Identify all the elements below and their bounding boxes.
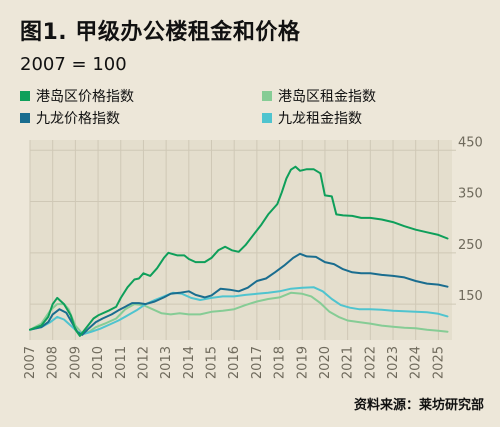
x-tick-label-2018: 2018: [273, 346, 288, 379]
x-tick-label-2008: 2008: [46, 346, 61, 379]
source-note: 资料来源：莱坊研究部: [353, 398, 484, 413]
line-hk-island-price: [29, 165, 449, 337]
x-tick-label-2020: 2020: [318, 346, 333, 379]
x-tick-label-2021: 2021: [341, 346, 356, 379]
legend-swatch-hk-island-rent: [262, 91, 272, 101]
legend-swatch-kowloon-price: [20, 113, 30, 123]
legend-item-hk-island-rent: 港岛区租金指数: [262, 86, 376, 106]
y-tick-label-250: 250: [458, 238, 483, 253]
x-tick-label-2016: 2016: [227, 346, 242, 379]
legend-item-kowloon-price: 九龙价格指数: [20, 108, 120, 128]
legend-label-hk-island-price: 港岛区价格指数: [36, 89, 134, 105]
legend: 港岛区价格指数 港岛区租金指数 九龙价格指数 九龙租金指数: [20, 86, 490, 128]
line-kowloon-rent: [29, 286, 449, 335]
legend-item-kowloon-rent: 九龙租金指数: [262, 108, 362, 128]
legend-label-kowloon-rent: 九龙租金指数: [278, 111, 362, 127]
x-tick-label-2014: 2014: [182, 346, 197, 379]
x-tick-label-2015: 2015: [205, 346, 220, 379]
legend-swatch-hk-island-price: [20, 91, 30, 101]
legend-swatch-kowloon-rent: [262, 113, 272, 123]
x-tick-label-2013: 2013: [159, 346, 174, 379]
legend-label-hk-island-rent: 港岛区租金指数: [278, 89, 376, 105]
y-tick-label-350: 350: [458, 187, 483, 202]
x-tick-label-2011: 2011: [114, 346, 129, 379]
y-tick-label-150: 150: [458, 289, 483, 304]
y-tick-label-450: 450: [458, 135, 483, 150]
x-tick-label-2010: 2010: [91, 346, 106, 379]
x-tick-label-2024: 2024: [409, 346, 424, 379]
x-tick-label-2025: 2025: [431, 346, 446, 379]
chart-subtitle: 2007 = 100: [20, 54, 127, 75]
x-tick-label-2022: 2022: [363, 346, 378, 379]
x-tick-label-2017: 2017: [250, 346, 265, 379]
x-tick-label-2019: 2019: [295, 346, 310, 379]
x-tick-label-2007: 2007: [23, 346, 38, 379]
legend-label-kowloon-price: 九龙价格指数: [36, 111, 120, 127]
x-tick-label-2023: 2023: [386, 346, 401, 379]
chart-title: 图1. 甲级办公楼租金和价格: [20, 20, 301, 45]
x-tick-label-2012: 2012: [136, 346, 151, 379]
x-tick-label-2009: 2009: [68, 346, 83, 379]
line-kowloon-price: [29, 252, 449, 336]
legend-item-hk-island-price: 港岛区价格指数: [20, 86, 134, 106]
